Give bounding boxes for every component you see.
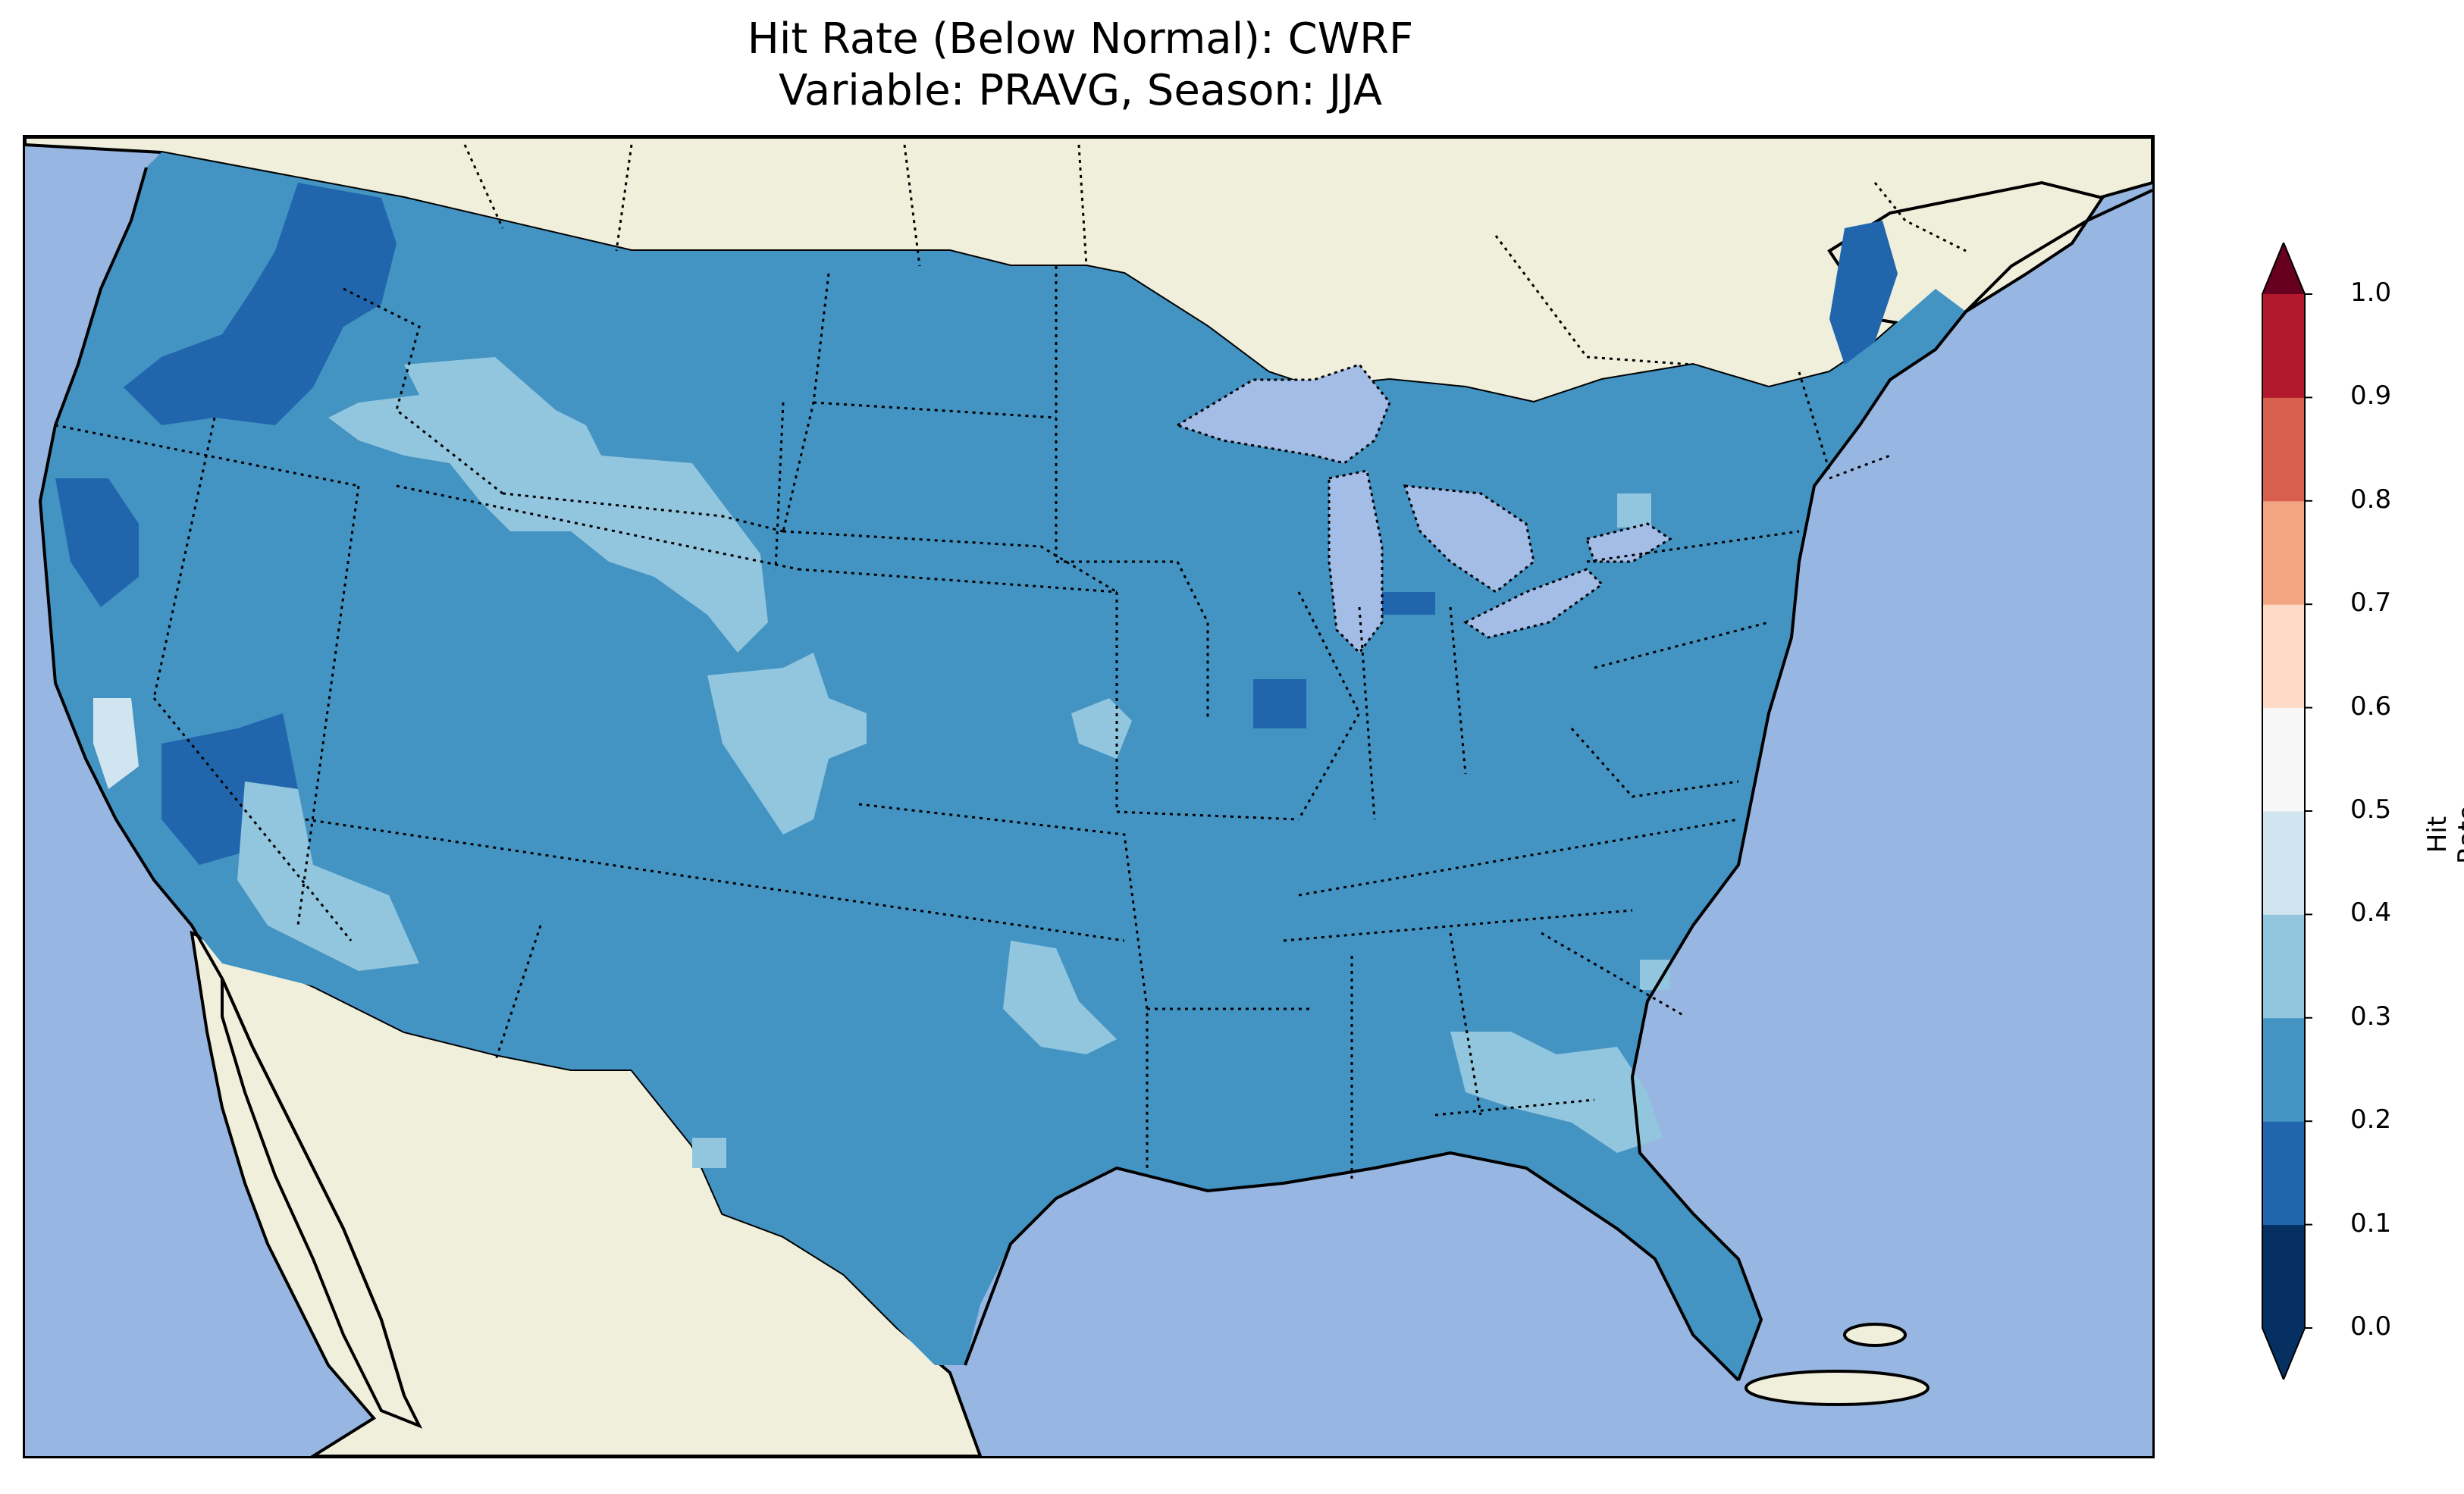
colorbar-tick-label: 0.6 [2350,691,2392,722]
colorbar-bin [2262,294,2305,398]
state-borders [55,266,1891,1183]
colorbar-bin [2262,707,2305,812]
colorbar-bin [2262,1121,2305,1226]
colorbar-tick-label: 0.1 [2350,1207,2392,1239]
colorbar-tick-label: 0.0 [2350,1311,2392,1342]
pnw-dark-patch [124,183,397,425]
sc-light-patch [1640,960,1670,990]
colorbar [2259,240,2343,1382]
colorbar-tick-label: 0.8 [2350,484,2392,515]
illinois-dark-patch [1253,679,1306,728]
colorbar-bin [2262,914,2305,1019]
lake-huron [1403,484,1535,594]
colorbar-label: Hit Rate [2422,805,2464,864]
colorbar-tick-label: 0.5 [2350,794,2392,825]
bahamas-island [1843,1323,1907,1347]
lake-michigan [1328,469,1384,655]
colorbar-extend-bottom [2262,1328,2305,1380]
pacific-coastline [38,167,406,1396]
gulf-coastline [964,1151,1740,1382]
colorbar-bin [2262,500,2305,605]
lake-erie [1463,568,1604,639]
colorbar-tick-label: 0.9 [2350,381,2392,412]
atlantic-coastline [1630,189,2152,1381]
oklahoma-light-patch [1003,941,1117,1054]
texas-light-patch [692,1138,726,1168]
bay-area-light-patch [93,698,139,789]
map-panel [23,135,2155,1458]
colorbar-tick-label: 0.4 [2350,897,2392,929]
georgia-florida-light-patch [1450,1032,1663,1153]
ny-light-patch [1617,493,1651,528]
colorbar-tick-label: 0.2 [2350,1104,2392,1135]
ncal-dark-patch [55,478,139,607]
colorbar-tick-label: 1.0 [2350,277,2392,308]
cuba-island [1745,1370,1930,1406]
maine-dark-patch [1829,221,1898,365]
colorado-light-patch [707,653,867,835]
colorbar-bin [2262,604,2305,709]
colorbar-bin [2262,1224,2305,1329]
colorbar-bin [2262,397,2305,502]
lake-ontario [1585,522,1672,563]
colorbar-bin [2262,811,2305,915]
map-canvas [25,137,2152,1456]
colorbar-extend-top [2262,243,2305,294]
map-title: Hit Rate (Below Normal): CWRF Variable: … [0,14,2161,117]
canada-borders [463,144,1967,366]
idaho-montana-light-patch [328,357,768,653]
lake-superior [1174,363,1391,465]
indiana-dark-patch [1375,592,1435,615]
colorbar-tick-label: 0.7 [2350,587,2392,619]
colorbar-tick-label: 0.3 [2350,1001,2392,1032]
socal-light-patch [237,781,419,971]
title-line-1: Hit Rate (Below Normal): CWRF [747,14,1414,64]
colorbar-svg [2262,240,2312,1382]
title-line-2: Variable: PRAVG, Season: JJA [778,66,1383,115]
colorbar-bin [2262,1017,2305,1122]
